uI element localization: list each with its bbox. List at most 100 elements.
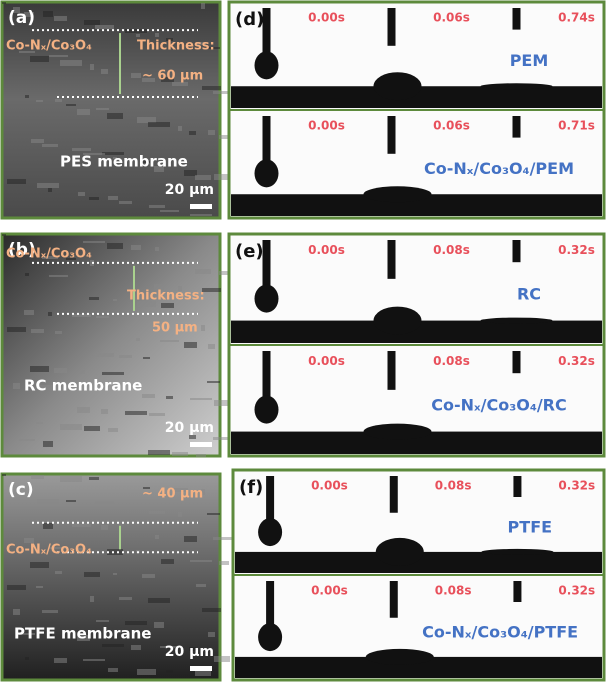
texture [108, 668, 118, 672]
texture [201, 3, 205, 9]
time-label: 0.08s [433, 243, 470, 257]
texture [107, 243, 123, 249]
needle [388, 351, 396, 390]
material-label: Co-Nₓ/Co₃O₄ [6, 39, 92, 54]
texture [55, 99, 62, 102]
membrane-label: RC membrane [24, 377, 142, 395]
texture [119, 597, 132, 600]
time-label: 0.00s [308, 11, 345, 25]
texture [178, 512, 182, 517]
texture [148, 450, 170, 455]
droplet [481, 318, 553, 324]
panel-label: (f) [239, 477, 263, 498]
texture [172, 452, 188, 456]
texture [25, 657, 29, 660]
sample-name: Co-Nₓ/Co₃O₄/RC [431, 396, 566, 415]
texture [7, 585, 26, 590]
texture [207, 513, 220, 515]
texture [66, 500, 76, 502]
texture [142, 394, 155, 398]
membrane-label: PTFE membrane [14, 625, 151, 643]
texture [84, 20, 100, 25]
needle [388, 240, 396, 279]
texture [178, 126, 182, 131]
texture [78, 192, 85, 196]
texture [96, 108, 109, 110]
texture [101, 525, 108, 530]
texture [31, 139, 44, 143]
texture [131, 245, 141, 250]
droplet [481, 549, 553, 555]
texture [2, 2, 6, 4]
needle [390, 581, 398, 618]
needle [266, 581, 274, 625]
texture [148, 122, 170, 127]
texture [42, 144, 58, 147]
texture [24, 310, 34, 315]
texture [54, 368, 67, 373]
texture [83, 659, 105, 661]
needle [390, 476, 398, 513]
texture [155, 33, 159, 37]
material-label: Co-Nₓ/Co₃O₄ [6, 543, 92, 558]
texture [84, 426, 100, 431]
needle [513, 351, 521, 373]
sample-name: PEM [510, 51, 549, 70]
time-label: 0.00s [311, 478, 348, 492]
time-label: 0.32s [558, 583, 595, 597]
texture [66, 104, 76, 106]
needle [513, 116, 521, 138]
texture [195, 175, 211, 180]
texture [55, 571, 62, 574]
texture [72, 524, 91, 527]
texture [7, 327, 26, 332]
texture [43, 441, 53, 447]
droplet [366, 649, 434, 665]
droplet [376, 538, 424, 566]
texture [101, 409, 108, 414]
droplet [255, 159, 279, 187]
texture [190, 214, 212, 216]
texture [49, 275, 68, 277]
texture [149, 413, 165, 416]
texture [48, 188, 52, 192]
texture [84, 572, 100, 577]
texture [189, 131, 196, 135]
panel-label: (a) [8, 8, 35, 28]
texture [13, 383, 20, 389]
texture [108, 196, 118, 200]
thickness-title: Thickness: [127, 289, 205, 304]
needle [513, 476, 521, 497]
texture [208, 130, 215, 135]
texture [102, 372, 124, 375]
texture [113, 299, 117, 301]
texture [125, 411, 147, 415]
needle [513, 8, 521, 30]
texture [95, 25, 114, 29]
panel-label: (e) [235, 241, 264, 262]
texture [77, 109, 90, 115]
texture [95, 353, 114, 357]
texture [195, 671, 211, 676]
needle [263, 240, 271, 287]
texture [154, 622, 164, 628]
texture [196, 584, 206, 587]
thickness-value: ~ 60 µm [142, 69, 203, 84]
texture [42, 610, 58, 613]
droplet [255, 285, 279, 313]
texture [30, 562, 49, 568]
time-label: 0.06s [433, 119, 470, 133]
texture [43, 11, 53, 17]
texture [184, 342, 197, 348]
texture [149, 511, 165, 514]
texture [36, 422, 43, 424]
texture [166, 396, 173, 399]
texture [7, 179, 26, 184]
scale-label: 20 µm [165, 644, 214, 660]
texture [137, 669, 156, 675]
needle [388, 8, 396, 46]
texture [195, 269, 211, 274]
membrane-label: PES membrane [60, 153, 188, 171]
material-label: Co-Nₓ/Co₃O₄ [6, 247, 92, 262]
texture [166, 670, 173, 673]
